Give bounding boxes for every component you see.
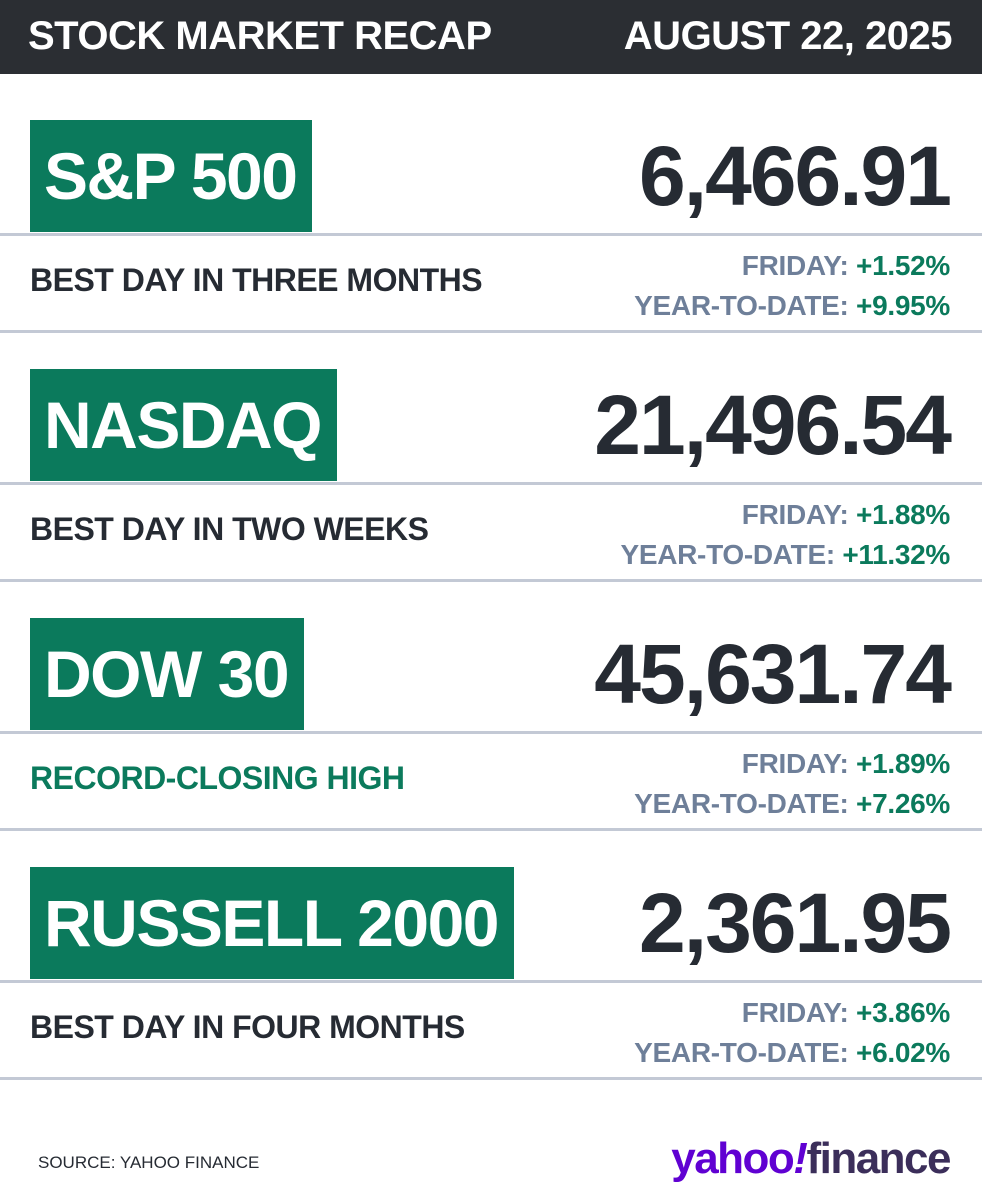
ytd-change-row: YEAR-TO-DATE: +7.26%: [634, 784, 950, 824]
ytd-label: YEAR-TO-DATE:: [634, 1037, 849, 1068]
index-note: BEST DAY IN FOUR MONTHS: [30, 1009, 465, 1045]
ytd-change-row: YEAR-TO-DATE: +11.32%: [620, 535, 950, 575]
brand-yahoo: yahoo: [671, 1134, 795, 1183]
yahoo-finance-logo: yahoo!finance: [671, 1134, 951, 1184]
index-value: 2,361.95: [639, 876, 952, 970]
friday-change-row: FRIDAY: +1.52%: [634, 246, 951, 286]
index-stats: FRIDAY: +1.52% YEAR-TO-DATE: +9.95%: [634, 246, 950, 326]
index-note: RECORD-CLOSING HIGH: [30, 760, 405, 796]
divider: [0, 579, 982, 582]
index-section-sp500: S&P 500 6,466.91 BEST DAY IN THREE MONTH…: [0, 120, 982, 333]
divider: [0, 731, 982, 734]
ytd-label: YEAR-TO-DATE:: [634, 290, 849, 321]
ytd-change-row: YEAR-TO-DATE: +6.02%: [634, 1033, 950, 1073]
source-credit: SOURCE: YAHOO FINANCE: [38, 1153, 260, 1172]
index-name-badge: RUSSELL 2000: [30, 867, 514, 979]
index-section-dow30: DOW 30 45,631.74 RECORD-CLOSING HIGH FRI…: [0, 618, 982, 831]
divider: [0, 482, 982, 485]
friday-change: +3.86%: [856, 997, 950, 1028]
brand-finance: finance: [806, 1134, 951, 1183]
ytd-change: +6.02%: [856, 1037, 950, 1068]
page-title: STOCK MARKET RECAP: [28, 14, 492, 58]
friday-label: FRIDAY:: [741, 748, 849, 779]
divider: [0, 980, 982, 983]
ytd-label: YEAR-TO-DATE:: [620, 539, 835, 570]
index-note: BEST DAY IN TWO WEEKS: [30, 511, 429, 547]
ytd-change: +7.26%: [856, 788, 950, 819]
friday-label: FRIDAY:: [741, 250, 849, 281]
index-name-badge: NASDAQ: [30, 369, 338, 481]
index-stats: FRIDAY: +1.88% YEAR-TO-DATE: +11.32%: [620, 495, 950, 575]
index-note: BEST DAY IN THREE MONTHS: [30, 262, 483, 298]
index-stats: FRIDAY: +3.86% YEAR-TO-DATE: +6.02%: [634, 993, 950, 1073]
index-value: 21,496.54: [594, 378, 952, 472]
divider: [0, 233, 982, 236]
ytd-change-row: YEAR-TO-DATE: +9.95%: [634, 286, 950, 326]
index-value: 6,466.91: [639, 129, 952, 223]
ytd-change: +11.32%: [842, 539, 950, 570]
friday-label: FRIDAY:: [741, 499, 849, 530]
brand-bang: !: [793, 1134, 808, 1183]
index-name-badge: DOW 30: [30, 618, 305, 730]
ytd-label: YEAR-TO-DATE:: [634, 788, 849, 819]
friday-change-row: FRIDAY: +3.86%: [634, 993, 951, 1033]
friday-change-row: FRIDAY: +1.89%: [634, 744, 951, 784]
index-section-nasdaq: NASDAQ 21,496.54 BEST DAY IN TWO WEEKS F…: [0, 369, 982, 582]
header-bar: STOCK MARKET RECAP AUGUST 22, 2025: [0, 0, 982, 74]
divider: [0, 330, 982, 333]
ytd-change: +9.95%: [856, 290, 950, 321]
index-name-badge: S&P 500: [30, 120, 313, 232]
index-section-russell2000: RUSSELL 2000 2,361.95 BEST DAY IN FOUR M…: [0, 867, 982, 1080]
divider: [0, 1077, 982, 1080]
friday-change: +1.89%: [856, 748, 950, 779]
friday-change-row: FRIDAY: +1.88%: [620, 495, 951, 535]
index-stats: FRIDAY: +1.89% YEAR-TO-DATE: +7.26%: [634, 744, 950, 824]
friday-label: FRIDAY:: [741, 997, 849, 1028]
friday-change: +1.88%: [856, 499, 950, 530]
friday-change: +1.52%: [856, 250, 950, 281]
index-value: 45,631.74: [594, 627, 952, 721]
recap-date: AUGUST 22, 2025: [623, 14, 953, 58]
divider: [0, 828, 982, 831]
